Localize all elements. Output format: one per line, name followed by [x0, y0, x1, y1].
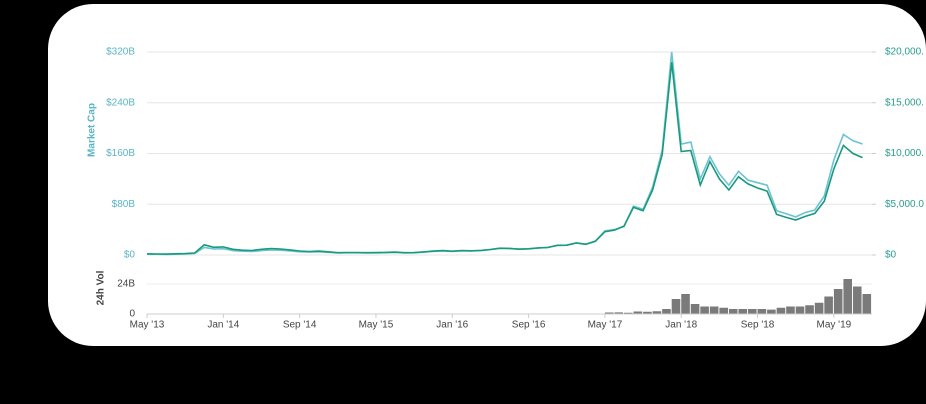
x-tick-label: Jan '18 — [665, 320, 697, 331]
bar — [843, 279, 853, 314]
y2-tick-label: $20,000. — [885, 47, 924, 58]
bar — [728, 309, 738, 314]
bar — [852, 286, 862, 314]
x-tick-label: Sep '18 — [741, 320, 775, 331]
x-tick-label: Sep '14 — [283, 320, 317, 331]
bar — [643, 311, 652, 314]
bar — [862, 294, 872, 314]
bar — [795, 306, 805, 314]
bar — [700, 306, 709, 314]
x-tick-label: May '19 — [817, 320, 852, 331]
y2-tick-label: $15,000. — [885, 97, 924, 108]
x-tick-label: Jan '16 — [436, 320, 468, 331]
y-axis-label: Market Cap — [87, 103, 98, 157]
bar — [662, 309, 671, 314]
bar — [776, 307, 786, 314]
vol-axis-label: 24h Vol — [96, 270, 107, 305]
series-line — [146, 62, 863, 255]
bar — [757, 309, 767, 314]
bar — [814, 302, 824, 314]
bar — [614, 312, 624, 314]
bar — [681, 294, 690, 314]
bar — [738, 309, 748, 314]
x-tick-label: May '17 — [588, 320, 623, 331]
y-tick-label: $240B — [106, 97, 135, 108]
bar — [719, 307, 728, 314]
y-tick-label: $0 — [124, 250, 136, 261]
y-tick-label: $320B — [106, 47, 135, 58]
y-tick-label: 24B — [117, 279, 135, 290]
bar — [833, 289, 843, 314]
x-tick-label: Sep '16 — [512, 320, 546, 331]
bar — [709, 306, 719, 314]
y2-tick-label: $5,000.0 — [885, 199, 924, 210]
y2-tick-label: $10,000. — [885, 148, 924, 159]
bar — [805, 305, 814, 314]
bar — [786, 306, 795, 314]
x-tick-label: Jan '14 — [207, 320, 239, 331]
x-tick-label: May '15 — [359, 320, 394, 331]
y-tick-label: $80B — [112, 199, 136, 210]
y-tick-label: 0 — [129, 309, 135, 320]
y-tick-label: $160B — [106, 148, 135, 159]
bar — [604, 312, 614, 314]
bar — [671, 299, 681, 314]
bar — [652, 311, 662, 314]
bar — [633, 311, 643, 314]
panel — [48, 4, 926, 346]
bar — [690, 304, 700, 314]
x-tick-label: May '13 — [130, 320, 165, 331]
bar — [824, 296, 833, 314]
bar — [767, 309, 776, 314]
bar — [748, 309, 757, 314]
y2-tick-label: $0 — [885, 250, 897, 261]
bar — [624, 312, 633, 314]
